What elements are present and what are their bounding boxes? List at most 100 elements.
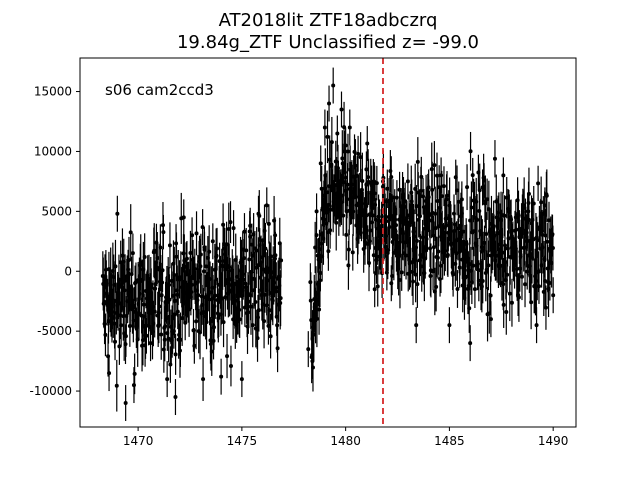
data-point xyxy=(459,197,464,202)
data-point xyxy=(439,194,444,199)
data-point xyxy=(221,320,226,325)
data-point xyxy=(488,317,493,322)
data-point xyxy=(167,297,172,302)
data-point xyxy=(526,191,531,196)
data-point xyxy=(311,332,316,337)
data-point xyxy=(476,278,481,283)
chart-title-line1: AT2018lit ZTF18adbczrq xyxy=(219,10,438,31)
data-point xyxy=(399,270,404,275)
data-point xyxy=(318,161,323,166)
data-point xyxy=(353,163,358,168)
data-point xyxy=(345,182,350,187)
data-point xyxy=(246,299,251,304)
data-point xyxy=(463,274,468,279)
data-point xyxy=(433,226,438,231)
data-point xyxy=(228,364,233,369)
data-point xyxy=(435,199,440,204)
data-point xyxy=(364,167,369,172)
data-point xyxy=(390,195,395,200)
data-point xyxy=(334,220,339,225)
data-point xyxy=(445,252,450,257)
data-point xyxy=(372,287,377,292)
data-point xyxy=(523,282,528,287)
data-point xyxy=(173,298,178,303)
data-point xyxy=(250,323,255,328)
data-point xyxy=(129,272,134,277)
data-point xyxy=(262,319,267,324)
data-point xyxy=(415,282,420,287)
data-point xyxy=(456,226,461,231)
data-point xyxy=(213,293,218,298)
data-point xyxy=(269,254,274,259)
data-point xyxy=(501,173,506,178)
data-point xyxy=(488,293,493,298)
data-point xyxy=(328,207,333,212)
data-point xyxy=(256,308,261,313)
data-point xyxy=(467,306,472,311)
data-point xyxy=(131,383,136,388)
data-point xyxy=(516,295,521,300)
data-point xyxy=(404,253,409,258)
data-point xyxy=(102,299,107,304)
data-point xyxy=(115,211,120,216)
data-point xyxy=(194,231,199,236)
data-point xyxy=(364,213,369,218)
y-tick-label: 10000 xyxy=(34,144,72,158)
data-point xyxy=(534,323,539,328)
data-point xyxy=(445,193,450,198)
data-point xyxy=(325,190,330,195)
data-point xyxy=(113,339,118,344)
data-point xyxy=(500,250,505,255)
data-point xyxy=(547,281,552,286)
data-point xyxy=(480,279,485,284)
data-point xyxy=(411,279,416,284)
data-point xyxy=(447,323,452,328)
data-point xyxy=(368,228,373,233)
data-point xyxy=(397,187,402,192)
data-point xyxy=(174,254,179,259)
data-point xyxy=(455,188,460,193)
data-point xyxy=(547,218,552,223)
data-point xyxy=(465,185,470,190)
data-point xyxy=(248,223,253,228)
data-point xyxy=(374,181,379,186)
data-point xyxy=(419,174,424,179)
data-point xyxy=(327,101,332,106)
data-point xyxy=(347,125,352,130)
data-point xyxy=(461,229,466,234)
data-point xyxy=(201,269,206,274)
chart-title-line2: 19.84g_ZTF Unclassified z= -99.0 xyxy=(177,32,479,53)
data-point xyxy=(346,247,351,252)
data-point xyxy=(123,401,128,406)
data-point xyxy=(480,185,485,190)
data-point xyxy=(542,203,547,208)
data-point xyxy=(341,213,346,218)
y-tick-label: 15000 xyxy=(34,85,72,99)
data-point xyxy=(539,200,544,205)
data-point xyxy=(526,209,531,214)
data-point xyxy=(502,213,507,218)
data-point xyxy=(360,179,365,184)
data-point xyxy=(132,371,137,376)
data-point xyxy=(427,212,432,217)
data-point xyxy=(471,263,476,268)
data-point xyxy=(414,323,419,328)
data-point xyxy=(389,174,394,179)
data-point xyxy=(431,245,436,250)
data-point xyxy=(200,225,205,230)
data-point xyxy=(175,309,180,314)
data-point xyxy=(484,231,489,236)
data-point xyxy=(231,226,236,231)
data-point xyxy=(256,211,261,216)
data-point xyxy=(343,143,348,148)
data-point xyxy=(319,186,324,191)
data-point xyxy=(414,204,419,209)
y-tick-label: 0 xyxy=(64,264,72,278)
data-point xyxy=(325,134,330,139)
data-point xyxy=(475,217,480,222)
data-point xyxy=(119,323,124,328)
data-point xyxy=(550,245,555,250)
data-point xyxy=(263,246,268,251)
plot-frame xyxy=(79,57,577,428)
data-point xyxy=(237,317,242,322)
